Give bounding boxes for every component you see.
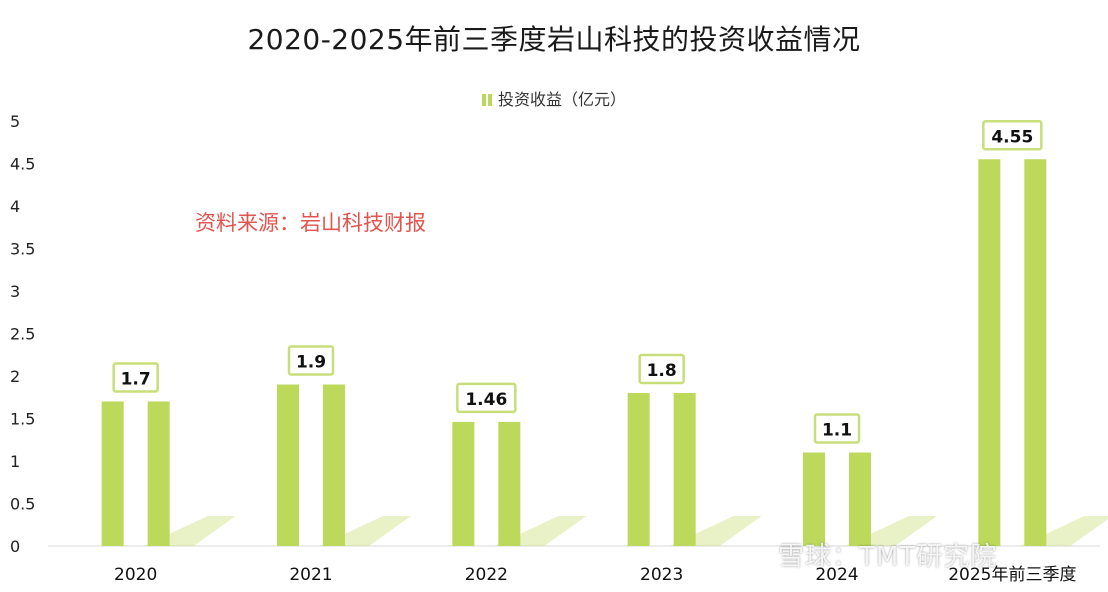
legend-swatch (481, 94, 492, 106)
data-label: 1.7 (121, 370, 151, 390)
bar (277, 384, 299, 546)
data-label: 1.46 (465, 390, 507, 410)
bar (498, 421, 521, 546)
chart-title: 2020-2025年前三季度岩山科技的投资收益情况 (247, 23, 861, 56)
data-label-box (813, 413, 861, 444)
bar (1024, 159, 1047, 546)
x-tick-label: 2024 (815, 565, 858, 585)
legend-label: 投资收益（亿元） (497, 90, 626, 109)
data-label-box (112, 362, 159, 393)
y-tick-label: 1.5 (10, 410, 35, 429)
x-tick-label: 2023 (640, 565, 683, 585)
y-tick-label: 4 (10, 197, 20, 216)
bar (627, 393, 650, 546)
data-label-box (456, 382, 517, 414)
y-tick-label: 4.5 (10, 155, 35, 174)
data-label: 1.1 (822, 421, 852, 441)
x-tick-label: 2020 (114, 565, 157, 585)
x-tick-label: 2022 (465, 565, 508, 585)
y-tick-label: 3 (10, 282, 20, 301)
y-tick-label: 3.5 (10, 240, 35, 259)
y-tick-label: 1 (10, 452, 20, 471)
bar (147, 401, 170, 546)
data-label: 4.55 (991, 127, 1033, 147)
data-label: 1.8 (647, 361, 677, 381)
data-label-box (638, 353, 685, 385)
y-tick-label: 0 (10, 537, 20, 556)
x-tick-label: 2025年前三季度 (948, 565, 1076, 585)
data-label: 1.9 (296, 353, 326, 373)
x-tick-label: 2021 (289, 565, 332, 585)
bar (803, 452, 825, 546)
source-annotation: 资料来源：岩山科技财报 (195, 211, 426, 235)
data-label-box (982, 120, 1043, 151)
bar (452, 421, 475, 546)
data-label-box (287, 345, 335, 376)
bar (849, 452, 871, 546)
y-tick-label: 0.5 (10, 495, 35, 514)
watermark: 雪球：TMT研究院 (778, 542, 998, 572)
bar (101, 401, 124, 546)
chart-legend: 投资收益（亿元） (0, 86, 1108, 110)
bar (673, 393, 696, 546)
bar (323, 384, 345, 546)
bar (978, 159, 1001, 546)
y-tick-label: 5 (10, 112, 20, 131)
y-tick-label: 2 (10, 367, 20, 386)
y-tick-label: 2.5 (10, 325, 35, 344)
